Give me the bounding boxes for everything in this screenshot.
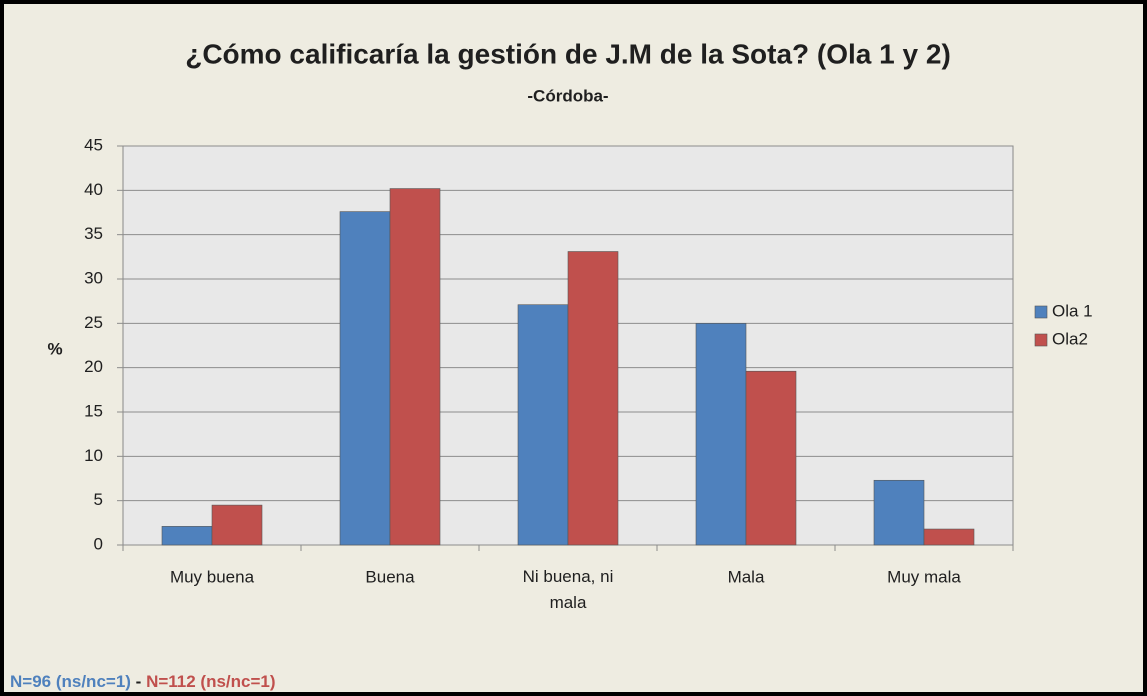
y-tick-label: 30	[84, 268, 103, 287]
bar	[923, 528, 975, 546]
chart-subtitle: -Córdoba-	[527, 86, 608, 105]
legend-swatch	[1034, 333, 1048, 347]
bar	[873, 479, 925, 546]
footnote: N=96 (ns/nc=1) - N=112 (ns/nc=1)	[10, 672, 276, 691]
y-tick-label: 20	[84, 357, 103, 376]
y-tick-label: 5	[94, 490, 103, 509]
x-tick-label: Buena	[365, 567, 415, 586]
x-tick-label: Muy buena	[170, 567, 255, 586]
bar	[745, 370, 797, 546]
y-tick-label: 25	[84, 313, 103, 332]
bar	[161, 526, 213, 546]
x-tick-label: Muy mala	[887, 567, 961, 586]
bar	[339, 211, 391, 546]
y-tick-label: 40	[84, 180, 103, 199]
legend-label: Ola 1	[1052, 301, 1093, 320]
y-tick-label: 35	[84, 224, 103, 243]
bar	[211, 504, 263, 546]
y-tick-label: 45	[84, 135, 103, 154]
bar	[695, 323, 747, 546]
x-tick-label: Mala	[728, 567, 765, 586]
footnote-part: N=96 (ns/nc=1)	[10, 672, 131, 691]
y-tick-label: 10	[84, 446, 103, 465]
bar	[389, 188, 441, 546]
y-axis-label: %	[47, 339, 62, 358]
y-tick-label: 15	[84, 401, 103, 420]
bar	[567, 251, 619, 546]
footnote-part: -	[131, 672, 146, 691]
footnote-part: N=112 (ns/nc=1)	[146, 672, 275, 691]
legend-label: Ola2	[1052, 329, 1088, 348]
legend-swatch	[1034, 305, 1048, 319]
chart-title: ¿Cómo calificaría la gestión de J.M de l…	[185, 38, 951, 69]
y-tick-label: 0	[94, 534, 103, 553]
bar	[517, 304, 569, 546]
x-tick-label: Ni buena, ni mala	[523, 567, 614, 612]
